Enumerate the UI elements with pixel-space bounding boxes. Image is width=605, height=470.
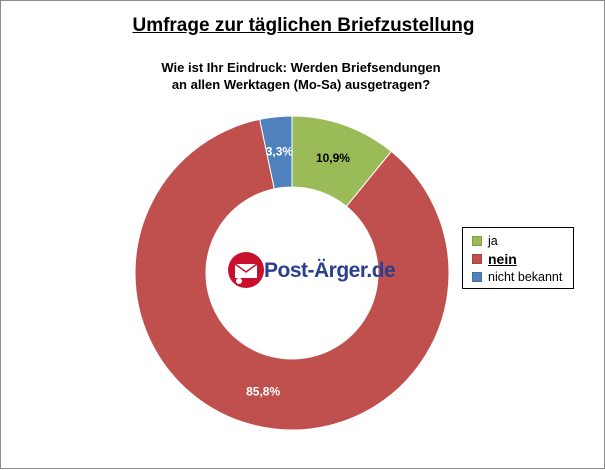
- legend-swatch-nicht-bekannt: [472, 272, 482, 282]
- data-label-nein: 85,8%: [246, 385, 280, 399]
- legend-label-nein: nein: [488, 251, 517, 267]
- data-label-ja: 10,9%: [316, 151, 350, 165]
- legend-swatch-nein: [472, 254, 482, 264]
- donut-slice-nein: [134, 118, 450, 431]
- chart-subtitle-line2: an allen Werktagen (Mo-Sa) ausgetragen?: [171, 77, 431, 92]
- chart-title: Umfrage zur täglichen Briefzustellung: [132, 15, 475, 36]
- legend-label-ja: ja: [488, 234, 498, 248]
- donut-slice-nicht-bekannt: [259, 115, 293, 190]
- legend-item-nicht-bekannt: nicht bekannt: [472, 268, 573, 286]
- legend-label-nicht-bekannt: nicht bekannt: [488, 270, 563, 284]
- chart-subtitle-line1: Wie ist Ihr Eindruck: Werden Briefsendun…: [161, 60, 441, 75]
- legend: ja nein nicht bekannt: [462, 227, 574, 289]
- post-aerger-logo: Post-Ärger.de: [226, 250, 396, 294]
- data-label-nicht-bekannt: 3,3%: [266, 145, 294, 159]
- logo-text: Post-Ärger.de: [264, 259, 396, 282]
- chart-subtitle: Wie ist Ihr Eindruck: Werden Briefsendun…: [151, 59, 451, 93]
- envelope-logo-icon: [228, 252, 264, 288]
- legend-item-nein: nein: [472, 250, 573, 268]
- legend-item-ja: ja: [472, 232, 573, 250]
- legend-swatch-ja: [472, 236, 482, 246]
